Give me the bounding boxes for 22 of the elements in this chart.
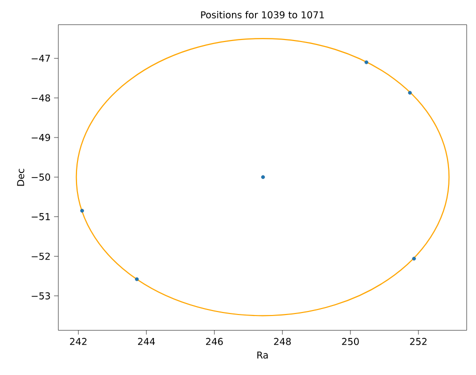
- point: [408, 90, 412, 95]
- x-tick-label: 246: [206, 338, 223, 346]
- x-tick-label: 242: [70, 338, 86, 345]
- y-tick-label: −52: [32, 252, 50, 260]
- x-tick-label: 252: [410, 338, 427, 346]
- x-tick-label: 250: [342, 338, 359, 346]
- y-tick-label: −50: [32, 174, 50, 181]
- point: [412, 256, 416, 260]
- x-tick-label: 248: [274, 338, 291, 346]
- y-tick-label: −51: [32, 213, 50, 220]
- point: [364, 60, 368, 64]
- y-tick-label: −47: [32, 54, 50, 62]
- y-axis-title: Dec: [17, 168, 24, 186]
- y-tick-label: −49: [32, 134, 50, 142]
- x-axis-title: Ra: [257, 352, 268, 359]
- point: [261, 175, 265, 179]
- point: [135, 277, 139, 282]
- y-tick-label: −53: [32, 292, 50, 300]
- chart-title: Positions for 1039 to 1071: [201, 11, 324, 18]
- x-tick-label: 244: [138, 338, 155, 345]
- y-tick-label: −48: [32, 94, 50, 102]
- point: [80, 208, 84, 213]
